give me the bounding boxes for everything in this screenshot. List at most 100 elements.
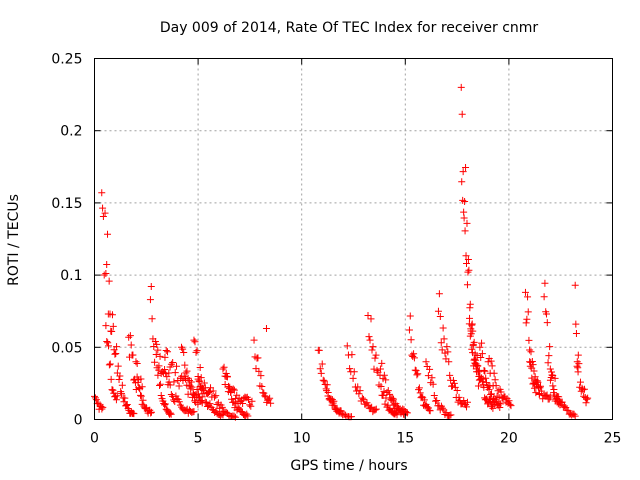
data-point [546,343,554,351]
data-point [446,371,454,379]
data-point [190,391,198,399]
data-point [154,371,162,379]
plot-frame [94,58,613,420]
data-point [462,252,470,260]
data-point [487,390,495,398]
data-point [190,408,198,416]
data-point [583,395,591,403]
data-point [162,347,170,355]
data-point [373,366,381,374]
data-point [200,389,208,397]
data-point [458,110,466,118]
data-point [440,335,448,343]
data-point [267,399,275,407]
data-point [114,362,122,370]
data-point [125,333,133,341]
data-point [580,385,588,393]
data-point [463,259,471,267]
data-point [527,358,535,366]
data-point [412,367,420,375]
data-point [173,362,181,370]
data-point [371,406,379,414]
data-point [420,396,428,404]
data-point [108,311,116,319]
data-point [115,375,123,383]
data-point [434,307,442,315]
data-point [584,394,592,402]
data-point [153,340,161,348]
data-point [113,343,121,351]
data-point [254,354,262,362]
data-point [424,372,432,380]
data-point [368,346,376,354]
data-point [139,396,147,404]
data-point [580,392,588,400]
data-point [205,388,213,396]
data-point [582,399,590,407]
data-point [378,359,386,367]
data-point [319,376,327,384]
data-point [561,402,569,410]
data-point [545,352,553,360]
data-point [356,387,364,395]
data-point [474,362,482,370]
data-point [230,386,238,394]
data-point [171,369,179,377]
data-point [201,398,209,406]
data-point [157,391,165,399]
data-point [467,327,475,335]
data-point [457,83,465,91]
data-point [123,401,131,409]
data-point [212,392,220,400]
data-point [170,396,178,404]
y-tick-label: 0 [74,413,83,429]
data-point [229,385,237,393]
x-tick-label: 20 [500,431,518,447]
data-point [530,367,538,375]
data-point [484,358,492,366]
data-point [343,342,351,350]
data-point [443,343,451,351]
data-point [186,382,194,390]
y-axis-ticks: 0 0.05 0.1 0.15 0.2 0.25 [51,52,613,429]
data-point [388,397,396,405]
data-point [112,349,120,357]
data-point [355,390,363,398]
data-point [323,387,331,395]
data-point [152,351,160,359]
data-point [354,383,362,391]
data-points [91,83,592,421]
y-tick-label: 0.05 [51,340,82,356]
data-point [104,230,112,238]
data-point [219,365,227,373]
data-point [91,394,99,402]
data-point [170,378,178,386]
data-point [543,319,551,327]
data-point [206,400,214,408]
data-point [192,348,200,356]
data-point [527,348,535,356]
data-point [460,214,468,222]
data-point [194,390,202,398]
data-point [112,396,120,404]
data-point [102,322,110,330]
data-point [461,198,469,206]
data-point [161,365,169,373]
data-point [103,261,111,269]
data-point [195,378,203,386]
data-point [130,410,138,418]
data-point [473,351,481,359]
data-point [230,412,238,420]
data-point [497,388,505,396]
data-point [350,368,358,376]
data-point [410,350,418,358]
data-point [109,322,117,330]
data-point [555,393,563,401]
data-point [262,325,270,333]
data-point [468,320,476,328]
data-point [118,381,126,389]
data-point [156,381,164,389]
data-point [463,403,471,411]
data-point [161,401,169,409]
data-point [137,375,145,383]
